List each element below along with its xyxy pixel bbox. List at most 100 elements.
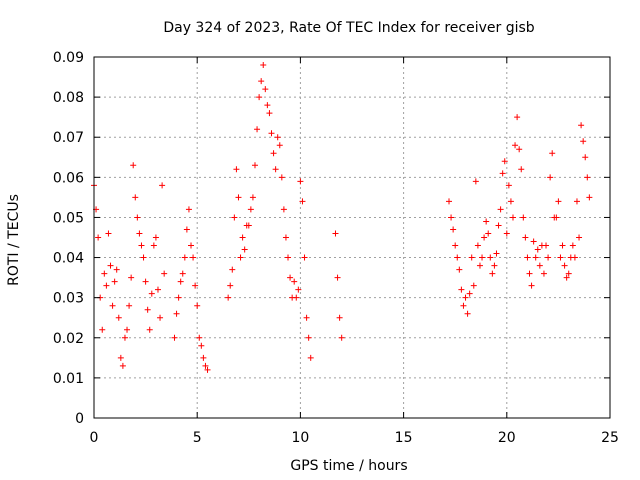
y-tick-label: 0.06 [53,170,84,186]
data-point [534,246,541,253]
data-point [545,254,552,261]
data-point [148,290,155,297]
data-point [518,166,525,173]
x-tick-label: 25 [601,430,619,446]
data-point [124,326,131,333]
data-point [264,102,271,109]
y-tick-label: 0 [75,411,84,427]
y-tick-label: 0.03 [53,291,84,307]
data-point [251,162,258,169]
data-point [262,86,269,93]
data-point [233,166,240,173]
data-point [188,242,195,249]
data-point [227,282,234,289]
data-point [509,214,516,221]
y-axis-label: ROTI / TECUs [6,194,22,286]
data-point [101,270,108,277]
data-point [235,194,242,201]
data-point [505,182,512,189]
data-point [456,266,463,273]
data-point [338,334,345,341]
data-point [301,254,308,261]
data-point [580,138,587,145]
data-point [543,242,550,249]
data-point [276,142,283,149]
data-point [293,294,300,301]
data-point [177,278,184,285]
data-point [128,274,135,281]
data-point [278,174,285,181]
data-point [487,254,494,261]
data-point [528,282,535,289]
data-point [136,230,143,237]
data-point [472,178,479,185]
data-point [121,334,128,341]
x-tick-label: 15 [395,430,413,446]
data-point [578,122,585,129]
data-point [282,234,289,241]
data-point [99,326,106,333]
data-point [229,266,236,273]
data-point [117,354,124,361]
data-point [503,230,510,237]
data-point [524,254,531,261]
y-tick-label: 0.07 [53,130,84,146]
data-point [107,262,114,269]
data-point [514,114,521,121]
data-point [481,234,488,241]
data-point [159,182,166,189]
data-point [547,174,554,181]
data-point [132,194,139,201]
data-point [285,254,292,261]
x-tick-label: 20 [498,430,516,446]
chart-title: Day 324 of 2023, Rate Of TEC Index for r… [163,20,534,36]
data-point [225,294,232,301]
data-point [161,270,168,277]
data-point [485,230,492,237]
data-point [446,198,453,205]
data-point [154,286,161,293]
data-point [466,290,473,297]
data-point [152,234,159,241]
data-point [150,242,157,249]
data-point [555,198,562,205]
data-point [530,238,537,245]
data-point [586,194,593,201]
data-point [295,286,302,293]
data-point [231,214,238,221]
data-point [520,214,527,221]
data-point [202,362,209,369]
data-point [254,126,261,133]
data-point [448,214,455,221]
data-point [126,302,133,309]
data-point [470,282,477,289]
data-point [474,242,481,249]
data-point [549,150,556,157]
data-point [245,222,252,229]
data-point [522,234,529,241]
x-tick-label: 0 [90,430,99,446]
x-tick-label: 10 [291,430,309,446]
data-point [305,334,312,341]
data-point [512,142,519,149]
data-point [198,342,205,349]
data-point [115,314,122,321]
data-point [272,166,279,173]
data-point [553,214,560,221]
y-tick-label: 0.01 [53,371,84,387]
axis-ticks: 0 5 10 15 20 25 0 0.01 0.02 0.03 0.04 0.05 0.06 0.07 0… [53,50,619,446]
data-point [260,62,267,69]
data-point [270,150,277,157]
data-point [200,354,207,361]
data-point [491,262,498,269]
data-point [336,314,343,321]
data-point [495,222,502,229]
data-point [307,354,314,361]
data-point [532,254,539,261]
data-point [501,158,508,165]
data-point [462,294,469,301]
y-tick-label: 0.08 [53,90,84,106]
data-point [249,194,256,201]
data-point [256,94,263,101]
